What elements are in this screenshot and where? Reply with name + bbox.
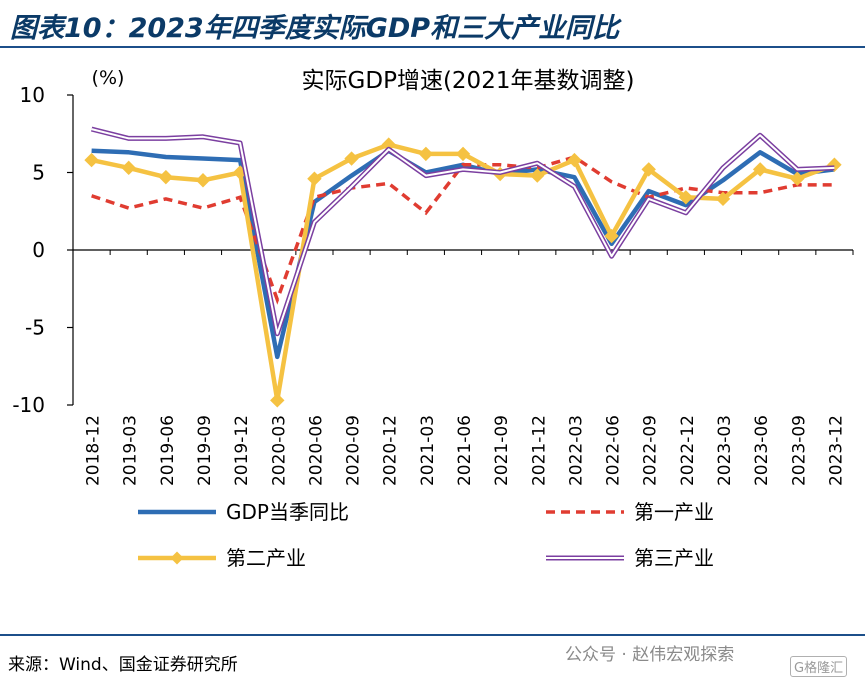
y-tick-label: 10 bbox=[20, 83, 45, 107]
legend-item-1: GDP当季同比 bbox=[138, 500, 349, 524]
x-tick-label: 2019-09 bbox=[195, 415, 215, 486]
data-point bbox=[84, 152, 99, 168]
x-tick-label: 2023-06 bbox=[752, 415, 772, 486]
data-point bbox=[195, 173, 211, 188]
x-tick-label: 2022-12 bbox=[678, 415, 698, 486]
x-tick-label: 2019-06 bbox=[158, 415, 178, 486]
data-point bbox=[790, 171, 805, 186]
x-tick-label: 2022-06 bbox=[604, 415, 624, 486]
y-axis-label: (%) bbox=[92, 67, 125, 89]
legend-label: 第三产业 bbox=[634, 546, 714, 570]
x-tick-label: 2021-06 bbox=[455, 415, 475, 486]
data-point bbox=[121, 160, 136, 176]
data-point bbox=[678, 190, 694, 205]
watermark-text: 公众号 · 赵伟宏观探索 bbox=[565, 645, 735, 665]
axes: 10 5 0 -5 -10 2018-12 2019-03 2019-06 2019-09 201… bbox=[12, 83, 854, 486]
title-divider bbox=[0, 46, 865, 48]
x-tick-label: 2019-03 bbox=[121, 415, 141, 486]
data-point bbox=[604, 228, 619, 244]
series-layer bbox=[84, 126, 842, 408]
x-tick-label: 2019-12 bbox=[232, 415, 252, 486]
y-tick-label: -5 bbox=[25, 316, 45, 340]
series-2 bbox=[91, 155, 835, 305]
series-line bbox=[91, 155, 835, 305]
x-tick-label: 2023-12 bbox=[826, 415, 846, 486]
watermark-logo: G格隆汇 bbox=[790, 656, 848, 677]
x-tick-label: 2023-03 bbox=[715, 415, 735, 486]
x-tick-label: 2021-12 bbox=[529, 415, 549, 486]
x-tick-label: 2020-09 bbox=[344, 415, 364, 486]
series-line-inner bbox=[91, 128, 835, 335]
x-tick-label: 2022-09 bbox=[641, 415, 661, 486]
y-tick-label: -10 bbox=[12, 393, 45, 417]
footer-divider bbox=[0, 634, 865, 636]
data-point bbox=[530, 168, 545, 183]
legend-item-4: 第三产业 bbox=[546, 546, 714, 570]
data-point bbox=[455, 146, 471, 162]
x-tick-label: 2023-09 bbox=[789, 415, 809, 486]
legend-item-3: 第二产业 bbox=[138, 546, 306, 570]
source-note: 来源：Wind、国金证券研究所 bbox=[8, 655, 238, 675]
x-tick-label: 2022-03 bbox=[566, 415, 586, 486]
legend-label: 第一产业 bbox=[634, 500, 714, 524]
line-chart: 实际GDP增速(2021年基数调整) (%) 10 5 0 -5 -10 2018-12 2… bbox=[12, 67, 854, 570]
chart-title: 实际GDP增速(2021年基数调整) bbox=[302, 68, 635, 94]
data-point bbox=[418, 146, 434, 162]
y-tick-label: 0 bbox=[32, 238, 45, 262]
data-point bbox=[270, 393, 285, 408]
legend-item-2: 第一产业 bbox=[546, 500, 714, 524]
data-point bbox=[344, 151, 359, 166]
x-tick-label: 2020-03 bbox=[269, 415, 289, 486]
data-point bbox=[641, 162, 656, 177]
figure-title: 图表10：2023年四季度实际GDP和三大产业同比 bbox=[10, 13, 620, 44]
x-tick-label: 2021-03 bbox=[418, 415, 438, 486]
x-tick-label: 2020-06 bbox=[306, 415, 326, 486]
data-point bbox=[307, 171, 322, 186]
legend-marker bbox=[170, 551, 184, 565]
legend-label: GDP当季同比 bbox=[226, 500, 349, 524]
data-point bbox=[715, 191, 731, 207]
series-3 bbox=[84, 137, 842, 408]
data-point bbox=[752, 162, 768, 177]
y-tick-label: 5 bbox=[32, 161, 45, 185]
data-point bbox=[158, 169, 174, 185]
x-tick-label: 2018-12 bbox=[84, 415, 104, 486]
series-4 bbox=[90, 126, 835, 337]
x-tick-label: 2021-09 bbox=[492, 415, 512, 486]
legend-label: 第二产业 bbox=[226, 546, 306, 570]
data-point bbox=[567, 152, 582, 168]
x-tick-label: 2020-12 bbox=[381, 415, 401, 486]
